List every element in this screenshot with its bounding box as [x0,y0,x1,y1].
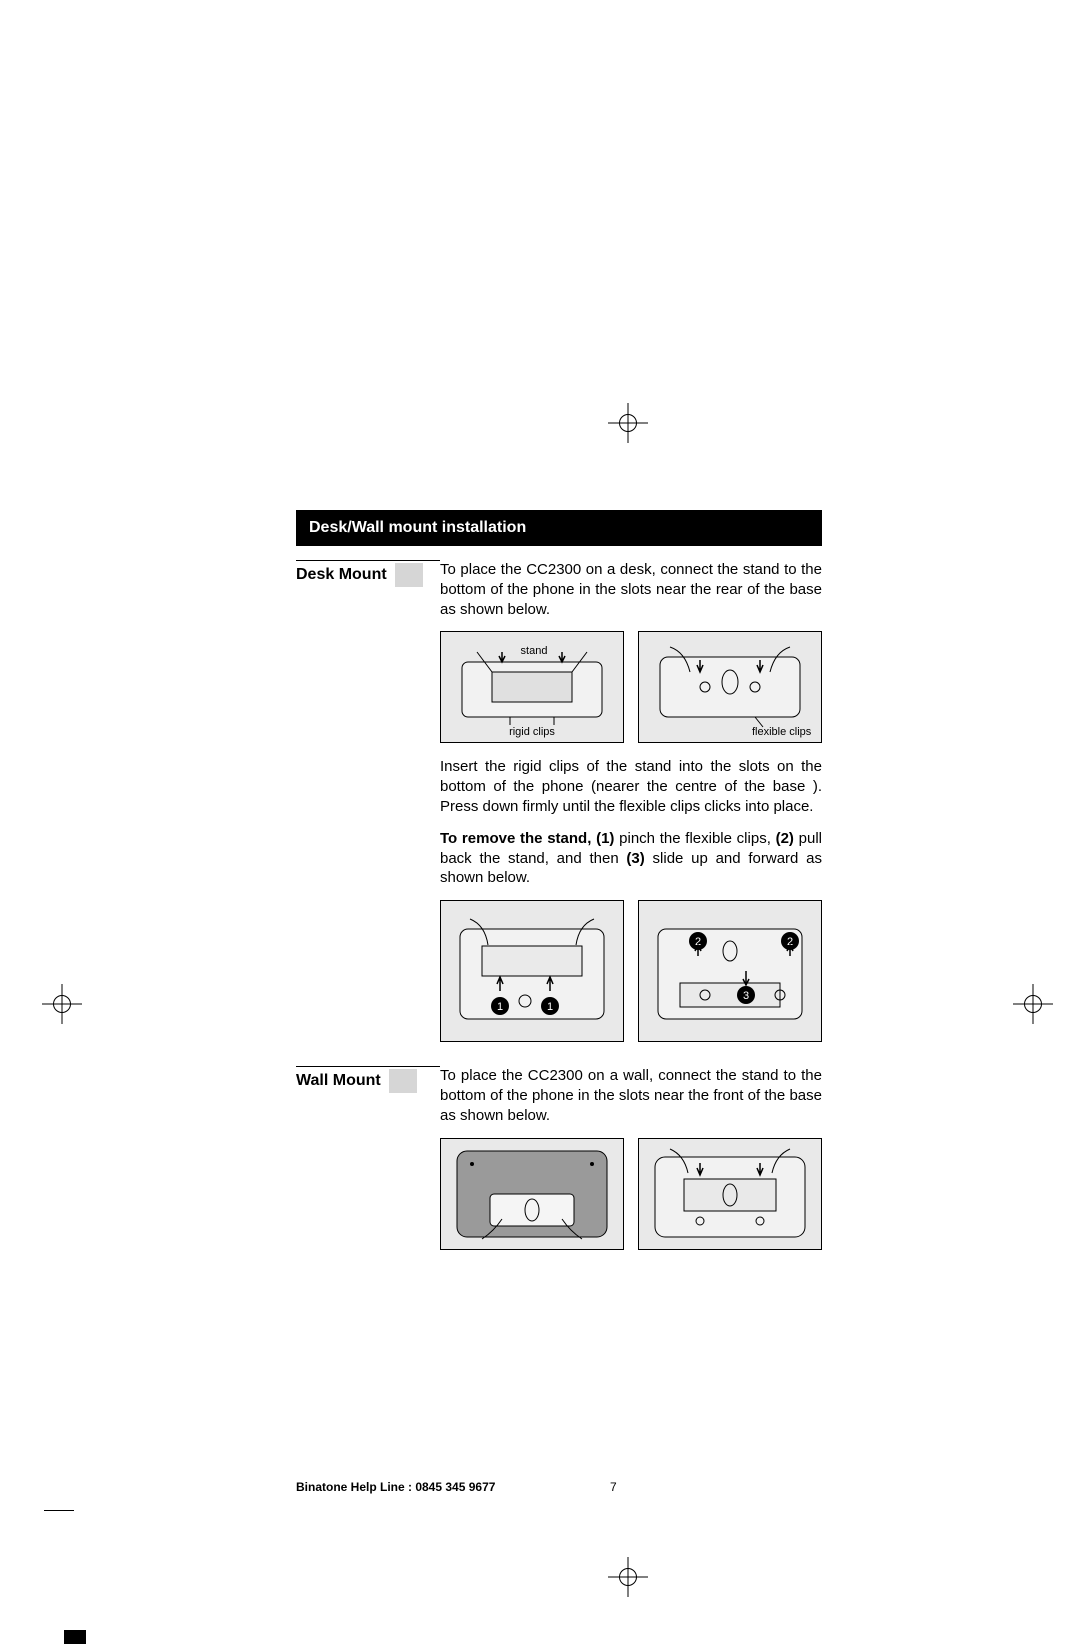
wall-mount-row: Wall Mount To place the CC2300 on a wall… [296,1066,822,1263]
desk-mount-row: Desk Mount To place the CC2300 on a desk… [296,560,822,1056]
svg-text:flexible clips: flexible clips [752,726,812,738]
wall-mount-label: Wall Mount [296,1071,381,1091]
para3-mid1: pinch the flexible clips, [614,830,775,847]
desk-mount-para1: To place the CC2300 on a desk, connect t… [440,560,822,619]
wall-mount-tab [389,1069,417,1093]
wall-mount-label-col: Wall Mount [296,1066,440,1095]
svg-text:3: 3 [743,990,749,1002]
page-number: 7 [610,1480,617,1494]
wall-fig-2 [638,1138,822,1250]
page-footer: Binatone Help Line : 0845 345 9677 7 [296,1480,822,1494]
svg-text:rigid clips: rigid clips [509,726,555,738]
section-heading-text: Desk/Wall mount installation [309,519,526,536]
desk-fig-4: 2 2 3 [638,900,822,1042]
reg-mark-top [608,403,648,443]
wall-figrow [440,1138,822,1250]
desk-fig-1: stand rigid clips [440,631,624,743]
para3-lead: To remove the stand, (1) [440,830,614,847]
wall-mount-body: To place the CC2300 on a wall, connect t… [440,1066,822,1263]
rule [296,1066,440,1067]
section-heading: Desk/Wall mount installation [296,510,822,546]
para3-b3: (3) [626,850,644,867]
trim-bar-bl [64,1630,86,1644]
desk-mount-tab [395,563,423,587]
wall-fig-1 [440,1138,624,1250]
para3-b2: (2) [776,830,794,847]
content-area: Desk/Wall mount installation Desk Mount … [296,510,822,1274]
svg-text:1: 1 [547,1001,553,1013]
desk-mount-para2: Insert the rigid clips of the stand into… [440,757,822,816]
rule [296,560,440,561]
svg-text:stand: stand [521,645,548,657]
wall-mount-para1: To place the CC2300 on a wall, connect t… [440,1066,822,1125]
desk-fig-3: 1 1 [440,900,624,1042]
desk-fig-2: flexible clips [638,631,822,743]
crop-mark-bl [44,1495,74,1525]
desk-mount-body: To place the CC2300 on a desk, connect t… [440,560,822,1056]
reg-mark-right [1013,984,1053,1024]
svg-text:1: 1 [497,1001,503,1013]
helpline-text: Binatone Help Line : 0845 345 9677 [296,1480,495,1494]
desk-figrow-2: 1 1 2 2 3 [440,900,822,1042]
reg-mark-bottom [608,1557,648,1597]
desk-mount-label: Desk Mount [296,565,387,585]
desk-mount-label-col: Desk Mount [296,560,440,589]
desk-figrow-1: stand rigid clips [440,631,822,743]
reg-mark-left [42,984,82,1024]
manual-page: Desk/Wall mount installation Desk Mount … [0,0,1080,1528]
desk-mount-para3: To remove the stand, (1) pinch the flexi… [440,829,822,888]
